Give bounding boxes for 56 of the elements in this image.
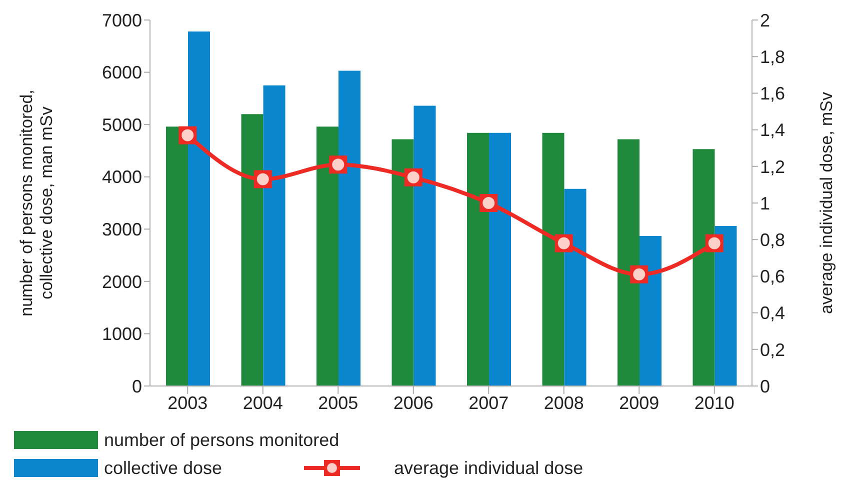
x-tick-label: 2008 bbox=[544, 392, 584, 413]
y-tick-label: 5000 bbox=[102, 114, 142, 135]
y2-tick-label: 1 bbox=[760, 193, 770, 214]
bar bbox=[692, 149, 715, 386]
y2-tick-label: 0,2 bbox=[760, 340, 786, 360]
point bbox=[178, 126, 197, 144]
y-tick-label: 2000 bbox=[102, 272, 142, 292]
bar bbox=[241, 114, 264, 386]
bar bbox=[263, 85, 286, 386]
x-tick-label: 2009 bbox=[619, 392, 660, 413]
y-tick-label: 0 bbox=[132, 376, 142, 396]
point bbox=[630, 265, 648, 284]
bar bbox=[414, 106, 436, 386]
y-axis-title: number of persons monitored, collective dose, man mSv bbox=[17, 90, 56, 316]
bar bbox=[714, 226, 737, 386]
x-tick-label: 2005 bbox=[318, 392, 358, 413]
bar bbox=[188, 32, 210, 386]
y-tick-label: 1000 bbox=[102, 324, 142, 344]
bar bbox=[618, 139, 640, 386]
y-tick-label: 6000 bbox=[102, 62, 142, 83]
legend-label: collective dose bbox=[104, 458, 222, 478]
y2-tick-label: 0,4 bbox=[760, 303, 786, 324]
x-tick-label: 2007 bbox=[468, 392, 509, 413]
bar bbox=[316, 126, 338, 386]
point bbox=[705, 234, 724, 252]
bar bbox=[640, 236, 662, 386]
y2-tick-label: 0,6 bbox=[760, 266, 786, 287]
y2-tick-label: 1,2 bbox=[760, 156, 786, 177]
point bbox=[329, 156, 348, 174]
y-tick-label: 7000 bbox=[102, 10, 142, 30]
y-tick-label: 4000 bbox=[102, 167, 142, 188]
y2-tick-label: 2 bbox=[760, 10, 770, 30]
legend-label: number of persons monitored bbox=[104, 430, 340, 450]
y2-tick-label: 1,8 bbox=[760, 46, 786, 67]
bar bbox=[467, 132, 489, 386]
x-tick-label: 2006 bbox=[393, 392, 434, 413]
bar bbox=[166, 126, 188, 386]
bar bbox=[564, 188, 586, 386]
y2-axis-title: average individual dose, mSv bbox=[817, 91, 836, 314]
bar bbox=[392, 139, 414, 386]
bar bbox=[489, 132, 511, 386]
x-tick-label: 2010 bbox=[694, 392, 734, 413]
point bbox=[480, 194, 498, 212]
legend-label: average individual dose bbox=[394, 458, 584, 478]
y2-tick-label: 0 bbox=[760, 376, 770, 396]
point bbox=[254, 170, 272, 188]
bar bbox=[542, 132, 564, 386]
point bbox=[404, 168, 422, 186]
x-tick-label: 2004 bbox=[242, 392, 283, 413]
x-tick-label: 2003 bbox=[168, 392, 208, 413]
y-tick-label: 3000 bbox=[102, 220, 142, 240]
y2-tick-label: 1,6 bbox=[760, 84, 786, 104]
bar bbox=[338, 70, 360, 386]
y2-tick-label: 0,8 bbox=[760, 230, 786, 250]
point bbox=[554, 234, 573, 252]
y2-tick-label: 1,4 bbox=[760, 120, 786, 140]
